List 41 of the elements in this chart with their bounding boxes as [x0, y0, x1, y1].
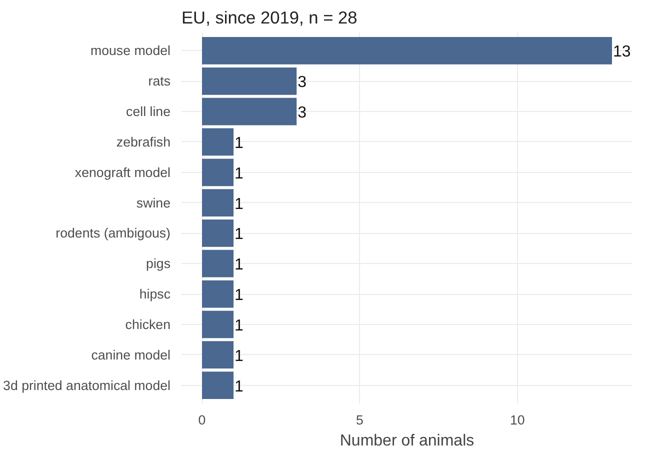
y-tick-label: rats: [148, 74, 171, 89]
x-tick-label: 5: [356, 412, 364, 428]
y-tick-label: xenograft model: [74, 164, 171, 180]
y-tick-label: swine: [136, 195, 171, 210]
bar: [202, 189, 234, 216]
data-label: 1: [234, 256, 244, 274]
data-label: 3: [298, 74, 307, 92]
bar: [202, 310, 234, 338]
bar: [202, 98, 297, 126]
y-tick-label: chicken: [125, 316, 171, 332]
data-label: 1: [234, 134, 244, 152]
chart-title: EU, since 2019, n = 28: [182, 8, 358, 28]
bar: [202, 250, 234, 278]
y-tick-label: hipsc: [139, 286, 171, 302]
data-label: 1: [234, 165, 244, 182]
data-label: 13: [613, 44, 631, 61]
y-tick-label: mouse model: [90, 43, 171, 58]
x-tick-label: 10: [510, 412, 525, 428]
x-axis-title: Number of animals: [340, 432, 474, 450]
bar: [202, 37, 612, 64]
bar: [202, 128, 234, 156]
bar: [202, 67, 297, 95]
y-tick-label: pigs: [146, 256, 171, 272]
data-label: 1: [234, 196, 244, 213]
bar: [202, 341, 234, 369]
data-label: 1: [234, 378, 244, 396]
data-label: 3: [298, 104, 307, 122]
y-tick-label: rodents (ambigous): [56, 226, 171, 241]
bar: [202, 280, 234, 308]
x-tick-label: 0: [198, 412, 206, 428]
data-label: 1: [234, 287, 244, 304]
data-label: 1: [234, 226, 244, 244]
bar: [202, 220, 234, 247]
bar: [202, 158, 234, 186]
y-tick-label: 3d printed anatomical model: [3, 378, 171, 393]
y-tick-label: zebrafish: [116, 134, 171, 150]
data-label: 1: [234, 317, 244, 334]
data-label: 1: [234, 348, 244, 365]
bar: [202, 372, 234, 399]
y-tick-label: cell line: [126, 104, 171, 120]
y-tick-label: canine model: [91, 347, 171, 362]
